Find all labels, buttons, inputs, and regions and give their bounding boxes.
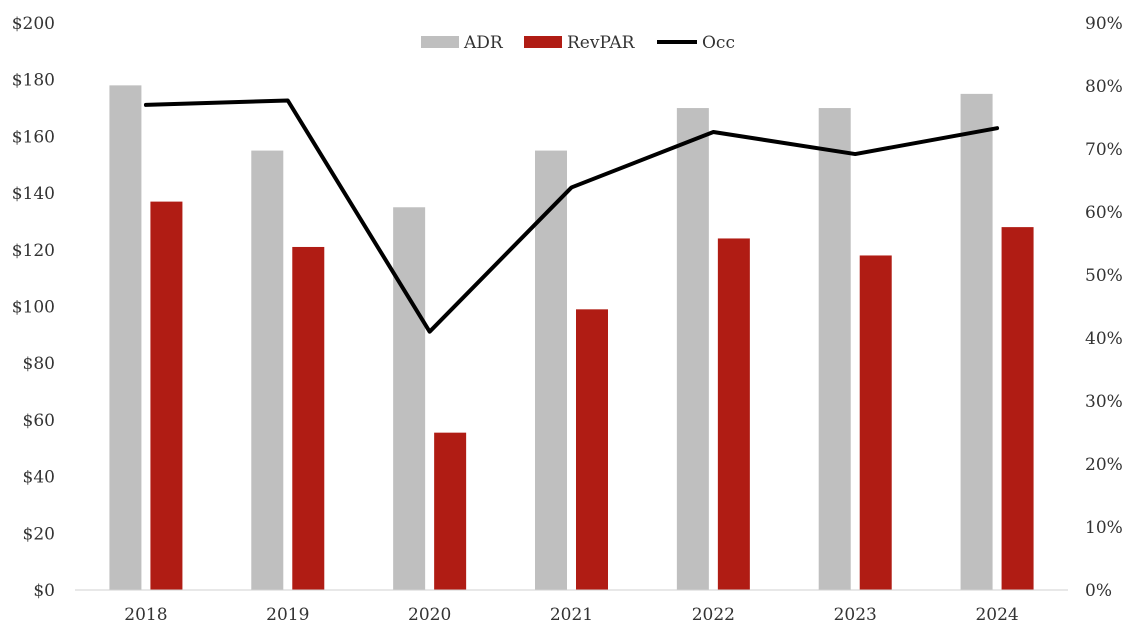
right-y-tick-label: 80% (1085, 77, 1123, 97)
occ-line-series (143, 98, 1000, 334)
revpar-legend-label: RevPAR (567, 33, 636, 53)
left-y-axis: $0 $20 $40 $60 $80 $100 $120 $140 $160 $180 $200 (12, 14, 55, 601)
x-tick-label: 2022 (692, 605, 735, 625)
revpar-bar (434, 432, 467, 590)
left-y-tick-label: $180 (12, 71, 55, 91)
adr-bar (960, 93, 993, 590)
right-y-tick-label: 20% (1085, 455, 1123, 475)
left-y-tick-label: $60 (23, 411, 55, 431)
left-y-tick-label: $160 (12, 127, 55, 147)
x-tick-label: 2023 (834, 605, 877, 625)
left-y-tick-label: $100 (12, 298, 55, 318)
x-tick-label: 2020 (408, 605, 451, 625)
x-tick-label: 2018 (124, 605, 167, 625)
left-y-tick-label: $80 (23, 354, 55, 374)
right-y-tick-label: 10% (1085, 518, 1123, 538)
revpar-bar (717, 238, 750, 590)
adr-bar (393, 207, 426, 590)
revpar-bar (859, 255, 892, 590)
right-y-tick-label: 30% (1085, 392, 1123, 412)
left-y-tick-label: $20 (23, 524, 55, 544)
left-y-tick-label: $140 (12, 184, 55, 204)
right-y-tick-label: 70% (1085, 140, 1123, 160)
right-y-axis: 0% 10% 20% 30% 40% 50% 60% 70% 80% 90% (1085, 14, 1123, 601)
adr-bar (676, 108, 709, 591)
adr-legend-swatch (421, 36, 459, 48)
revpar-bar (292, 246, 325, 590)
legend: ADR RevPAR Occ (421, 33, 735, 53)
left-y-tick-label: $200 (12, 14, 55, 34)
occ-legend-label: Occ (702, 33, 735, 53)
x-tick-label: 2024 (975, 605, 1018, 625)
revpar-bar (150, 201, 183, 591)
revpar-bar (1001, 227, 1034, 590)
revpar-legend-swatch (524, 36, 562, 48)
right-y-tick-label: 50% (1085, 266, 1123, 286)
left-y-tick-label: $0 (33, 581, 55, 601)
x-tick-label: 2021 (550, 605, 593, 625)
right-y-tick-label: 40% (1085, 329, 1123, 349)
left-y-tick-label: $40 (23, 468, 55, 488)
adr-bar (251, 150, 284, 590)
right-y-tick-label: 90% (1085, 14, 1123, 34)
right-y-tick-label: 60% (1085, 203, 1123, 223)
adr-legend-label: ADR (463, 33, 504, 53)
adr-bar (818, 108, 851, 591)
left-y-tick-label: $120 (12, 241, 55, 261)
revpar-bar (576, 309, 608, 590)
bar-series (109, 85, 1034, 591)
occ-line (143, 98, 1000, 334)
adr-bar (109, 85, 142, 591)
x-tick-label: 2019 (266, 605, 309, 625)
adr-bar (535, 150, 567, 590)
x-axis-ticks: 2018 2019 2020 2021 2022 2023 2024 (124, 605, 1018, 625)
right-y-tick-label: 0% (1085, 581, 1112, 601)
